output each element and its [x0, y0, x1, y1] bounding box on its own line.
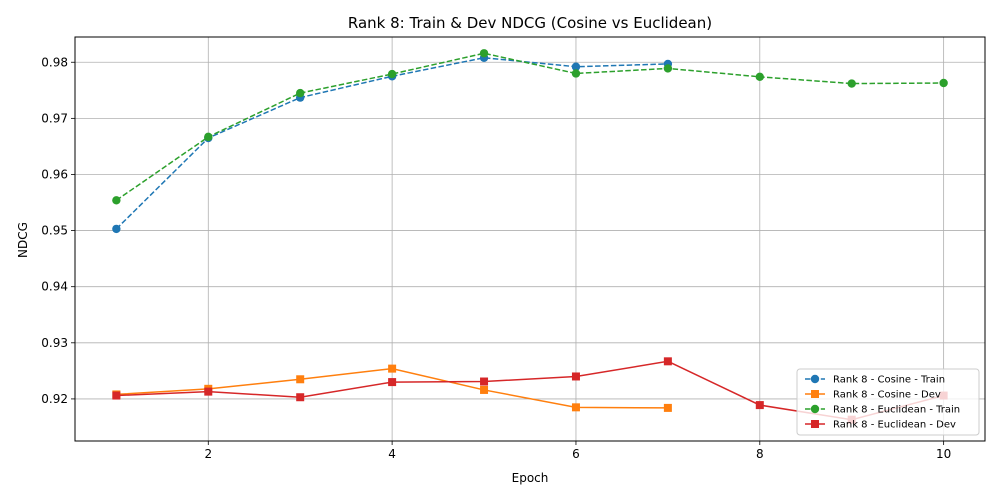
data-point [663, 357, 672, 366]
x-tick-label: 6 [572, 447, 580, 461]
data-point [755, 72, 764, 82]
x-axis-label: Epoch [512, 471, 549, 485]
plot-frame [74, 36, 986, 442]
data-point [480, 385, 489, 394]
x-tick-label: 4 [388, 447, 396, 461]
data-point [663, 64, 673, 73]
data-point [479, 49, 489, 58]
legend-label: Rank 8 - Cosine - Train [833, 375, 945, 386]
data-point [112, 391, 121, 400]
x-tick-label: 10 [936, 447, 951, 461]
x-tick-label: 2 [204, 447, 212, 461]
ticks: 2 4 6 8 10 0.92 0.93 0.94 0.95 0.96 0.97 0.98 [41, 55, 951, 461]
legend-marker [811, 390, 819, 398]
legend-box [796, 368, 980, 436]
chart-title: Rank 8: Train & Dev NDCG (Cosine vs Eucl… [348, 14, 712, 32]
data-point [296, 88, 305, 98]
legend-marker [810, 404, 820, 414]
data-point [388, 364, 397, 373]
data-point [296, 375, 305, 384]
legend-entry: Rank 8 - Euclidean - Dev [805, 420, 956, 431]
y-tick-label: 0.95 [41, 224, 68, 238]
data-point [571, 403, 580, 412]
x-tick-label: 8 [756, 447, 764, 461]
legend-label: Rank 8 - Euclidean - Train [833, 405, 960, 416]
y-tick-label: 0.96 [41, 167, 68, 181]
legend-label: Rank 8 - Euclidean - Dev [833, 420, 956, 431]
y-tick-label: 0.98 [41, 55, 68, 69]
data-point [388, 378, 397, 387]
data-point [112, 196, 121, 205]
legend-entry: Rank 8 - Euclidean - Train [805, 405, 960, 416]
data-point [296, 393, 305, 402]
legend-entry: Rank 8 - Cosine - Train [805, 375, 945, 386]
y-tick-label: 0.97 [41, 111, 68, 125]
series-layer [112, 49, 948, 424]
y-tick-label: 0.94 [41, 280, 68, 294]
grid [75, 37, 985, 441]
data-point [480, 377, 489, 386]
legend: Rank 8 - Cosine - Train Rank 8 - Cosine -… [796, 368, 980, 436]
legend-marker [811, 420, 819, 428]
y-axis-label: NDCG [16, 222, 30, 258]
legend-label: Rank 8 - Cosine - Dev [833, 390, 941, 401]
series-2 [112, 49, 948, 205]
series-line [115, 52, 944, 201]
legend-marker [810, 374, 820, 384]
y-tick-label: 0.92 [41, 392, 68, 406]
y-tick-label: 0.93 [41, 336, 68, 350]
data-point [571, 372, 580, 381]
data-point [204, 387, 213, 396]
data-point [571, 62, 581, 71]
data-point [755, 401, 764, 410]
data-point [204, 132, 213, 142]
legend-entry: Rank 8 - Cosine - Dev [805, 390, 941, 401]
data-point [112, 224, 121, 234]
data-point [939, 78, 948, 88]
data-point [847, 79, 856, 88]
data-point [387, 69, 397, 79]
data-point [663, 403, 672, 412]
data-point [571, 69, 581, 78]
